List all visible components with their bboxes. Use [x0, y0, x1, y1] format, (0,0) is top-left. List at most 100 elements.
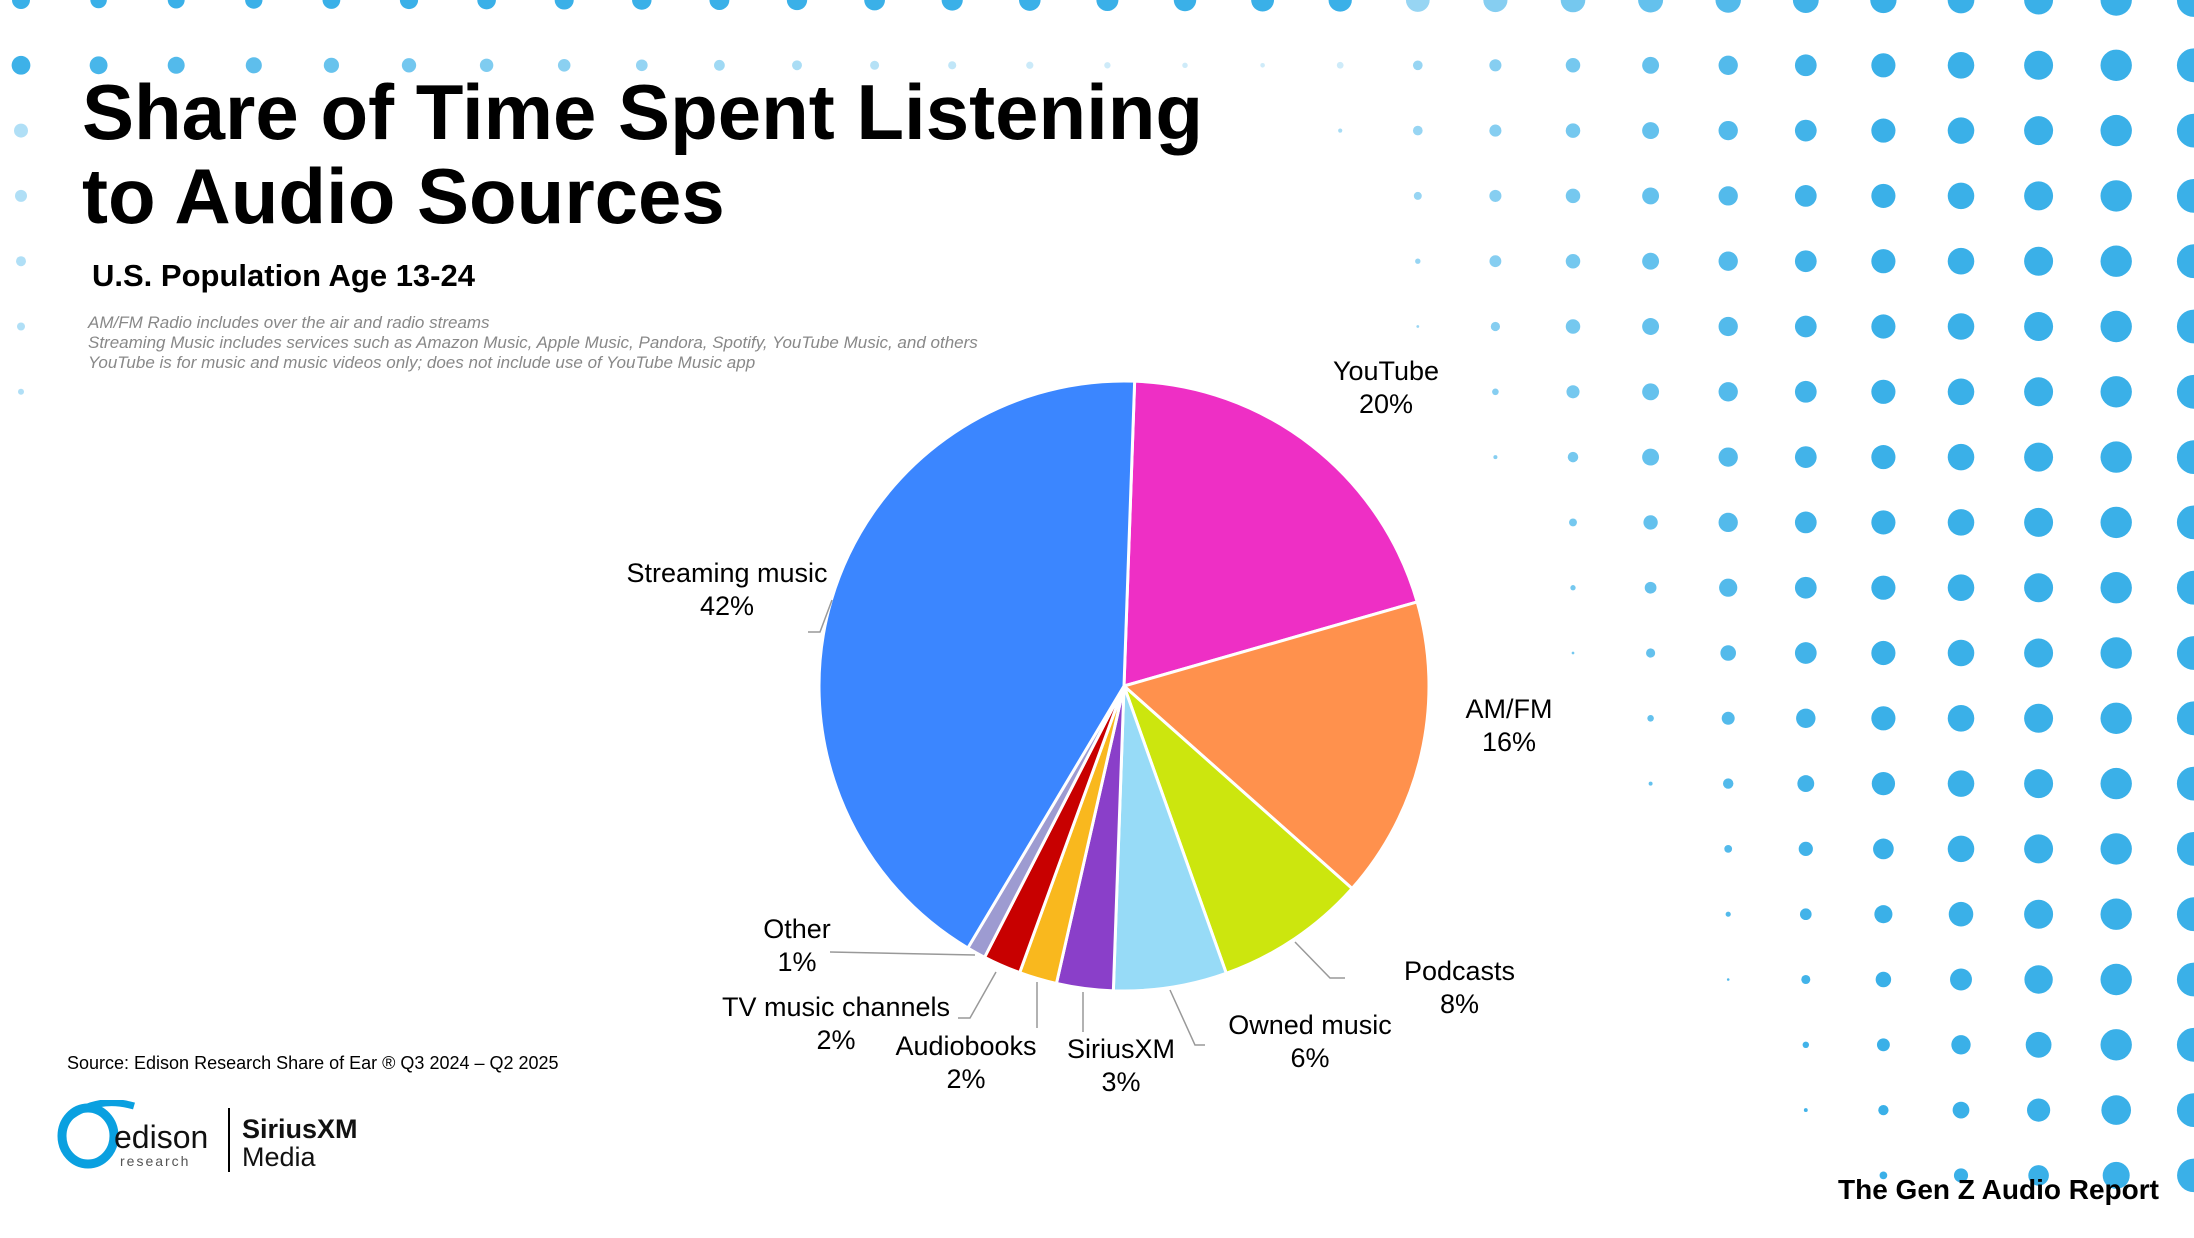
decorative-dot	[1794, 511, 1817, 534]
decorative-dot	[2024, 50, 2054, 80]
decorative-dot	[1096, 0, 1119, 12]
decorative-dot	[1794, 315, 1817, 338]
decorative-dot	[1947, 770, 1975, 797]
decorative-dot	[1797, 775, 1815, 793]
decorative-dot	[1874, 905, 1893, 924]
decorative-dot	[1715, 0, 1741, 13]
svg-text:research: research	[120, 1153, 190, 1169]
decorative-dot	[1871, 183, 1896, 208]
decorative-dot	[1571, 651, 1575, 655]
decorative-dot	[1718, 316, 1738, 337]
decorative-dot	[1950, 968, 1972, 991]
decorative-dot	[2176, 701, 2194, 736]
decorative-dot	[1871, 640, 1896, 666]
decorative-dot	[1648, 781, 1653, 786]
decorative-dot	[2102, 1161, 2130, 1189]
decorative-dot	[2024, 638, 2054, 668]
decorative-dot	[1565, 123, 1581, 138]
decorative-dot	[709, 0, 730, 10]
decorative-dot	[1566, 385, 1580, 399]
decorative-dot	[2176, 505, 2194, 540]
decorative-dot	[1796, 708, 1816, 729]
decorative-dot	[1492, 388, 1499, 396]
decorative-dot	[167, 56, 185, 74]
decorative-dot	[1794, 642, 1817, 664]
decorative-dot	[2176, 179, 2194, 213]
decorative-dot	[2176, 113, 2194, 148]
decorative-dot	[2100, 49, 2132, 81]
decorative-dot	[2100, 833, 2132, 865]
decorative-dot	[90, 0, 107, 9]
decorative-dot	[1947, 313, 1975, 340]
decorative-dot	[2176, 1093, 2194, 1127]
slice-label: Other	[763, 914, 831, 944]
decorative-dot	[1720, 645, 1736, 661]
decorative-dot	[1560, 0, 1586, 13]
decorative-dot	[1947, 705, 1975, 732]
decorative-dot	[1489, 124, 1502, 137]
decorative-dot	[2024, 116, 2054, 146]
decorative-dot	[1718, 55, 1738, 75]
decorative-dot	[2024, 573, 2054, 603]
decorative-dot	[477, 0, 496, 10]
decorative-dot	[1026, 61, 1034, 69]
decorative-dot	[1642, 448, 1660, 466]
decorative-dot	[1947, 639, 1975, 667]
decorative-dot	[2100, 767, 2132, 800]
decorative-dot	[1723, 778, 1734, 789]
decorative-dot	[786, 0, 808, 11]
decorative-dot	[1873, 838, 1894, 860]
decorative-dot	[1565, 58, 1581, 73]
leader-line	[958, 971, 997, 1019]
slice-value: 6%	[1290, 1043, 1329, 1073]
decorative-dot	[2176, 374, 2194, 409]
decorative-dot	[557, 59, 571, 72]
decorative-dot	[1794, 54, 1817, 77]
decorative-dot	[2176, 0, 2194, 17]
decorative-dot	[1646, 648, 1656, 658]
decorative-dot	[1718, 382, 1738, 402]
decorative-dot	[1490, 321, 1501, 332]
decorative-dot	[1725, 911, 1731, 917]
note: AM/FM Radio includes over the air and ra…	[88, 313, 490, 332]
slice-label: Owned music	[1228, 1010, 1392, 1040]
slice-value: 1%	[777, 947, 816, 977]
decorative-dot	[1871, 510, 1896, 535]
decorative-dot	[1104, 62, 1111, 69]
decorative-dot	[2024, 834, 2054, 864]
decorative-dot	[1792, 0, 1819, 13]
decorative-dot	[322, 0, 341, 9]
slice-value: 42%	[700, 591, 754, 621]
decorative-dot	[554, 0, 574, 10]
decorative-dot	[2176, 440, 2194, 474]
decorative-dot	[1947, 443, 1975, 471]
decorative-dot	[1948, 901, 1974, 927]
decorative-dot	[941, 0, 963, 11]
decorative-dot	[1794, 250, 1817, 273]
decorative-dot	[1718, 120, 1738, 141]
decorative-dot	[1718, 251, 1738, 271]
decorative-dot	[2100, 506, 2132, 539]
decorative-dot	[323, 57, 340, 73]
decorative-dot	[1565, 253, 1581, 269]
decorative-dot	[1947, 0, 1975, 14]
decorative-dot	[1871, 771, 1896, 796]
decorative-dot	[1638, 0, 1664, 13]
decorative-dot	[245, 0, 263, 9]
decorative-dot	[1801, 974, 1811, 985]
decorative-dot	[2100, 963, 2132, 996]
pie-slice-am-fm	[1120, 600, 1431, 891]
decorative-dot	[1412, 60, 1423, 71]
decorative-dot	[1802, 1041, 1810, 1049]
svg-text:Media: Media	[242, 1142, 317, 1172]
footnotes: AM/FM Radio includes over the air and ra…	[88, 313, 978, 373]
decorative-dot	[714, 59, 725, 71]
decorative-dot	[2100, 1029, 2132, 1061]
decorative-dot	[1570, 585, 1576, 591]
decorative-dot	[1871, 249, 1896, 274]
decorative-dot	[1947, 52, 1975, 79]
decorative-dot	[1642, 122, 1660, 140]
decorative-dot	[1336, 61, 1344, 69]
decorative-dot	[1642, 252, 1660, 270]
decorative-dot	[1182, 62, 1188, 69]
